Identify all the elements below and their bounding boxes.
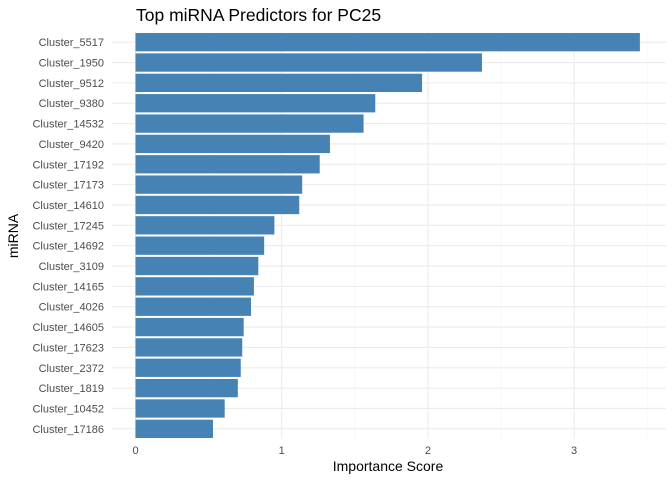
bar-cluster-5517 — [135, 33, 640, 52]
bar-cluster-14610 — [135, 195, 300, 215]
bar-cluster-2372 — [135, 358, 241, 377]
y-tick-label: Cluster_9512 — [39, 78, 104, 90]
bar-cluster-17173 — [135, 175, 303, 194]
bar-cluster-9380 — [135, 94, 376, 113]
y-tick-label: Cluster_17623 — [32, 342, 104, 354]
y-tick-label: Cluster_17245 — [32, 220, 104, 232]
bar-cluster-9420 — [135, 134, 330, 154]
y-axis-title: miRNA — [5, 213, 21, 258]
bar-cluster-14165 — [135, 277, 254, 296]
y-tick-label: Cluster_2372 — [39, 363, 104, 375]
bar-cluster-4026 — [135, 297, 251, 316]
x-axis-title: Importance Score — [333, 458, 444, 474]
x-tick-labels: 0 1 2 3 — [132, 445, 577, 457]
bar-cluster-17192 — [135, 155, 320, 174]
y-tick-label: Cluster_3109 — [39, 261, 104, 273]
y-tick-label: Cluster_9420 — [39, 139, 104, 151]
y-tick-labels: Cluster_5517 Cluster_1950 Cluster_9512 Clus… — [32, 37, 104, 436]
bar-cluster-14532 — [135, 114, 364, 133]
y-tick-label: Cluster_9380 — [39, 98, 104, 110]
x-tick-label: 3 — [571, 445, 577, 457]
y-tick-label: Cluster_14165 — [32, 281, 104, 293]
bar-cluster-1819 — [135, 378, 238, 398]
bar-cluster-17623 — [135, 338, 243, 357]
y-tick-label: Cluster_5517 — [39, 37, 104, 49]
bar-group — [135, 33, 640, 438]
grid-lines — [112, 32, 666, 439]
x-tick-label: 2 — [425, 445, 431, 457]
y-tick-label: Cluster_17173 — [32, 180, 104, 192]
bar-cluster-9512 — [135, 73, 423, 93]
y-tick-label: Cluster_1950 — [39, 58, 104, 70]
x-tick-label: 0 — [132, 445, 138, 457]
bar-cluster-14692 — [135, 236, 265, 255]
bar-cluster-3109 — [135, 256, 259, 276]
y-tick-label: Cluster_1819 — [39, 383, 104, 395]
y-tick-label: Cluster_14532 — [32, 119, 104, 131]
bar-cluster-17186 — [135, 419, 213, 438]
y-tick-label: Cluster_17192 — [32, 159, 104, 171]
bar-cluster-10452 — [135, 399, 225, 418]
x-tick-label: 1 — [279, 445, 285, 457]
y-tick-label: Cluster_14605 — [32, 322, 104, 334]
y-tick-label: Cluster_14692 — [32, 241, 104, 253]
bar-cluster-17245 — [135, 216, 275, 235]
bar-cluster-14605 — [135, 317, 244, 337]
y-tick-label: Cluster_10452 — [32, 403, 104, 415]
y-tick-label: Cluster_4026 — [39, 302, 104, 314]
chart-title: Top miRNA Predictors for PC25 — [136, 5, 381, 25]
y-tick-label: Cluster_14610 — [32, 200, 104, 212]
bar-cluster-1950 — [135, 53, 482, 72]
y-tick-label: Cluster_17186 — [32, 424, 104, 436]
